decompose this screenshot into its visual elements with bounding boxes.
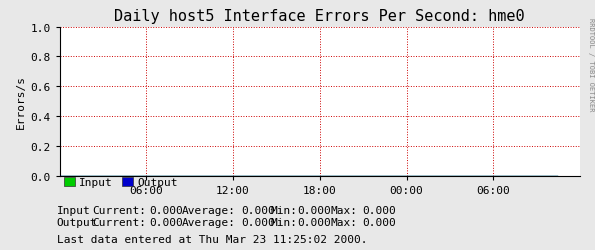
Text: Average:: Average: [181, 218, 236, 228]
Text: Min:: Min: [271, 218, 298, 228]
Text: 0.000: 0.000 [149, 218, 183, 228]
Text: 0.000: 0.000 [149, 205, 183, 215]
Text: RRDTOOL / TOBI OETIKER: RRDTOOL / TOBI OETIKER [588, 18, 594, 111]
Text: Max:: Max: [330, 218, 357, 228]
Y-axis label: Errors/s: Errors/s [16, 75, 26, 129]
Text: Max:: Max: [330, 205, 357, 215]
Text: Current:: Current: [92, 205, 146, 215]
Text: Min:: Min: [271, 205, 298, 215]
Text: 0.000: 0.000 [241, 205, 275, 215]
Text: Average:: Average: [181, 205, 236, 215]
Text: 0.000: 0.000 [241, 218, 275, 228]
Text: Input: Input [57, 205, 90, 215]
Title: Daily host5 Interface Errors Per Second: hme0: Daily host5 Interface Errors Per Second:… [114, 9, 525, 24]
Text: 0.000: 0.000 [362, 205, 396, 215]
Text: Output: Output [57, 218, 97, 228]
Text: 0.000: 0.000 [362, 218, 396, 228]
Legend: Input, Output: Input, Output [59, 173, 182, 192]
Text: Current:: Current: [92, 218, 146, 228]
Text: 0.000: 0.000 [298, 205, 331, 215]
Text: Last data entered at Thu Mar 23 11:25:02 2000.: Last data entered at Thu Mar 23 11:25:02… [57, 234, 367, 244]
Text: 0.000: 0.000 [298, 218, 331, 228]
